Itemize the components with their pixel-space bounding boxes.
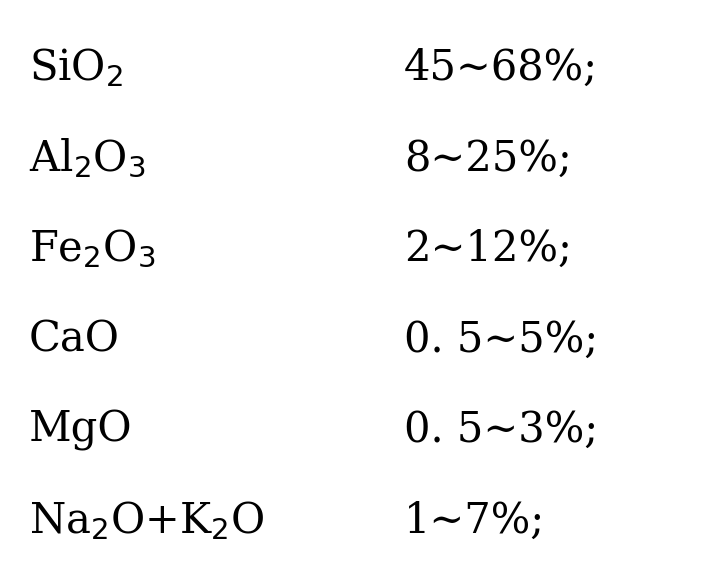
Text: CaO: CaO: [29, 319, 120, 361]
Text: Fe$_2$O$_3$: Fe$_2$O$_3$: [29, 228, 155, 270]
Text: 8∼25%;: 8∼25%;: [404, 138, 572, 179]
Text: Na$_2$O+K$_2$O: Na$_2$O+K$_2$O: [29, 499, 264, 542]
Text: 0. 5∼5%;: 0. 5∼5%;: [404, 319, 598, 361]
Text: 0. 5∼3%;: 0. 5∼3%;: [404, 409, 598, 451]
Text: 1∼7%;: 1∼7%;: [404, 500, 545, 542]
Text: SiO$_2$: SiO$_2$: [29, 46, 123, 89]
Text: 45∼68%;: 45∼68%;: [404, 47, 598, 89]
Text: Al$_2$O$_3$: Al$_2$O$_3$: [29, 137, 146, 180]
Text: MgO: MgO: [29, 409, 133, 451]
Text: 2∼12%;: 2∼12%;: [404, 228, 572, 270]
